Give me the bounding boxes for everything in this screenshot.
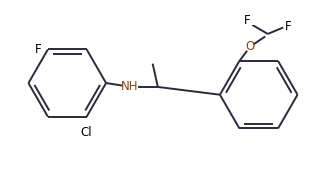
Text: F: F <box>285 20 292 33</box>
Text: F: F <box>35 43 41 56</box>
Text: O: O <box>245 40 254 53</box>
Text: NH: NH <box>121 80 138 94</box>
Text: F: F <box>244 14 250 27</box>
Text: Cl: Cl <box>81 126 93 139</box>
